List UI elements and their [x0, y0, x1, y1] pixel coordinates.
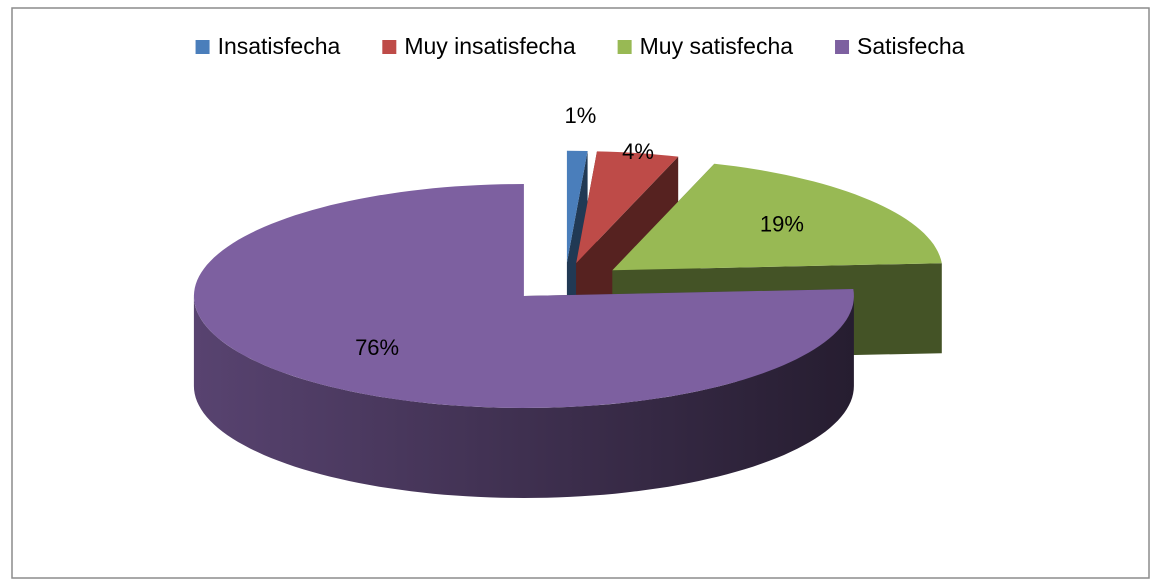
legend-label: Insatisfecha [218, 33, 341, 59]
slice-top [193, 184, 854, 408]
data-label: 19% [760, 211, 804, 236]
slice-top [566, 150, 588, 263]
data-label: 4% [622, 139, 654, 164]
pie-slice [193, 184, 854, 498]
legend: Insatisfecha Muy insatisfecha Muy satisfec… [195, 33, 965, 59]
slice-top [576, 151, 679, 264]
legend-label: Muy satisfecha [640, 33, 794, 59]
legend-label: Muy insatisfecha [404, 33, 576, 59]
slice-top [612, 163, 942, 271]
legend-label: Satisfecha [857, 33, 965, 59]
legend-swatch [835, 40, 850, 54]
legend-swatch [195, 40, 210, 54]
legend-swatch [382, 40, 397, 54]
data-label: 1% [564, 103, 596, 128]
legend-swatch [617, 40, 632, 54]
slice-wall [193, 296, 854, 498]
data-label: 76% [355, 335, 399, 360]
